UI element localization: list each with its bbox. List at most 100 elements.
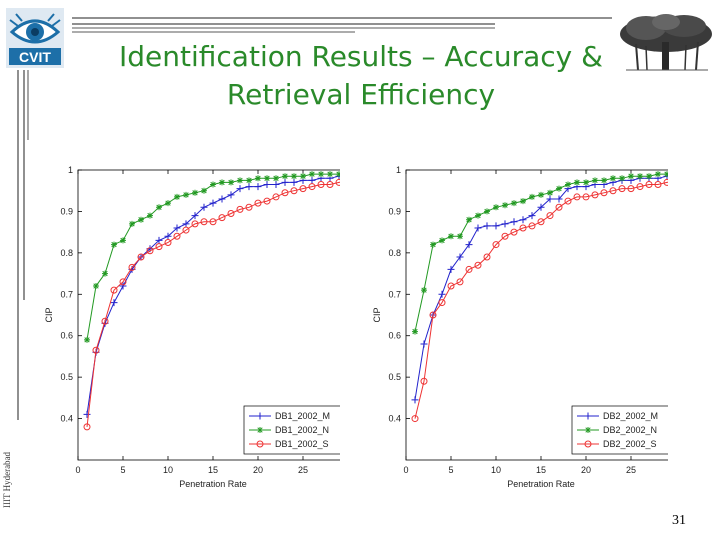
- chart0-point-s2: [173, 232, 181, 240]
- chart1-point-s2: [555, 203, 563, 211]
- chart1-point-s1: [628, 173, 634, 180]
- chart1-point-s1: [637, 173, 643, 180]
- chart1-x-tick-label: 25: [626, 465, 636, 475]
- chart0-point-s2: [326, 181, 334, 188]
- chart1-point-s2: [411, 415, 419, 423]
- chart-db1: 0510152025300.40.50.60.70.80.91Penetrati…: [40, 150, 340, 510]
- chart1-point-s2: [609, 187, 617, 195]
- chart0-point-s0: [182, 220, 190, 228]
- chart1-point-s2: [465, 265, 473, 273]
- chart1-point-s2: [618, 185, 626, 193]
- chart1-y-axis-label: CIP: [372, 307, 382, 322]
- chart1-point-s0: [483, 222, 491, 230]
- chart-db2: 0510152025300.40.50.60.70.80.91Penetrati…: [368, 150, 668, 510]
- chart1-y-tick-label: 0.5: [388, 372, 401, 382]
- chart1-point-s2: [600, 189, 608, 197]
- chart1-point-s2: [429, 311, 437, 319]
- chart1-point-s2: [438, 299, 446, 307]
- chart0-point-s2: [335, 178, 340, 186]
- chart1-point-s1: [538, 191, 544, 198]
- chart1-point-s2: [537, 218, 545, 226]
- chart0-point-s0: [83, 410, 91, 418]
- chart0-point-s1: [291, 173, 297, 180]
- cvit-logo: CVIT: [6, 8, 64, 68]
- chart1-point-s2: [546, 212, 554, 220]
- chart0-x-tick-label: 5: [120, 465, 125, 475]
- chart0-point-s0: [200, 203, 208, 211]
- chart1-point-s1: [421, 287, 427, 294]
- chart0-point-s2: [308, 183, 316, 191]
- chart0-point-s2: [164, 239, 172, 246]
- chart0-point-s1: [138, 216, 144, 223]
- chart0-point-s0: [245, 183, 253, 191]
- chart0-point-s2: [155, 243, 163, 251]
- chart0-point-s0: [263, 181, 271, 188]
- chart0-point-s0: [119, 282, 127, 290]
- chart0-point-s2: [110, 286, 118, 294]
- chart1-point-s0: [537, 203, 545, 211]
- chart0-point-s0: [281, 178, 289, 186]
- chart0-y-axis-label: CIP: [44, 307, 54, 322]
- chart1-point-s0: [447, 265, 455, 273]
- chart1-point-s1: [502, 202, 508, 209]
- chart1-point-s0: [528, 212, 536, 220]
- chart1-point-s1: [511, 200, 517, 207]
- chart0-point-s2: [236, 205, 244, 213]
- chart1-point-s0: [519, 216, 527, 224]
- chart0-y-tick-label: 0.5: [60, 372, 73, 382]
- chart0-point-s1: [219, 179, 225, 186]
- chart0-point-s2: [281, 189, 289, 197]
- chart0-point-s1: [210, 181, 216, 188]
- chart1-y-tick-label: 1: [396, 165, 401, 175]
- chart1-point-s1: [646, 173, 652, 180]
- chart0-point-s2: [119, 278, 127, 286]
- chart0-point-s1: [84, 336, 90, 343]
- slide-title: Identification Results – Accuracy & Retr…: [96, 38, 626, 114]
- chart1-point-s2: [492, 241, 500, 249]
- chart1-point-s2: [456, 278, 464, 286]
- chart0-y-tick-label: 0.9: [60, 206, 73, 216]
- chart1-point-s1: [547, 189, 553, 196]
- chart1-legend-marker-2: [584, 440, 592, 448]
- chart0-x-tick-label: 15: [208, 465, 218, 475]
- chart0-point-s1: [336, 171, 340, 178]
- chart1-legend-marker-0: [584, 412, 592, 420]
- chart0-legend-label-2: DB1_2002_S: [275, 439, 329, 449]
- chart0-point-s2: [263, 197, 271, 205]
- chart0-point-s2: [218, 214, 226, 222]
- chart0-legend-marker-1: [257, 427, 263, 433]
- chart0-point-s2: [227, 210, 235, 217]
- chart0-point-s0: [110, 299, 118, 307]
- chart0-point-s0: [191, 212, 199, 220]
- side-text: IIIT Hyderabad: [2, 451, 12, 508]
- chart1-point-s1: [493, 204, 499, 211]
- chart1-point-s2: [510, 228, 518, 236]
- chart0-point-s1: [282, 173, 288, 180]
- chart0-point-s2: [137, 253, 145, 261]
- chart1-point-s2: [573, 193, 581, 201]
- chart1-point-s0: [411, 396, 419, 404]
- chart0-y-tick-label: 0.4: [60, 414, 73, 424]
- chart0-point-s1: [165, 200, 171, 207]
- chart1-point-s1: [655, 171, 661, 178]
- chart0-x-tick-label: 20: [253, 465, 263, 475]
- chart-db2-svg: 0510152025300.40.50.60.70.80.91Penetrati…: [372, 165, 668, 489]
- chart0-point-s1: [273, 175, 279, 182]
- chart0-point-s2: [200, 218, 208, 226]
- chart1-x-axis-label: Penetration Rate: [507, 479, 575, 489]
- chart-db1-svg: 0510152025300.40.50.60.70.80.91Penetrati…: [44, 165, 340, 489]
- chart0-point-s2: [92, 346, 100, 354]
- tree-image: [616, 12, 716, 74]
- chart1-point-s2: [636, 183, 644, 191]
- chart0-point-s0: [164, 232, 172, 240]
- chart1-point-s1: [448, 233, 454, 240]
- chart0-legend-marker-2: [256, 440, 264, 448]
- slide-title-line-1: Identification Results – Accuracy &: [119, 40, 603, 73]
- chart0-y-tick-label: 0.7: [60, 289, 73, 299]
- chart0-point-s0: [272, 181, 280, 188]
- chart1-point-s0: [456, 253, 464, 261]
- chart1-point-s2: [483, 253, 491, 261]
- chart0-point-s2: [317, 181, 325, 188]
- chart1-point-s1: [412, 328, 418, 335]
- chart1-legend-label-1: DB2_2002_N: [603, 425, 657, 435]
